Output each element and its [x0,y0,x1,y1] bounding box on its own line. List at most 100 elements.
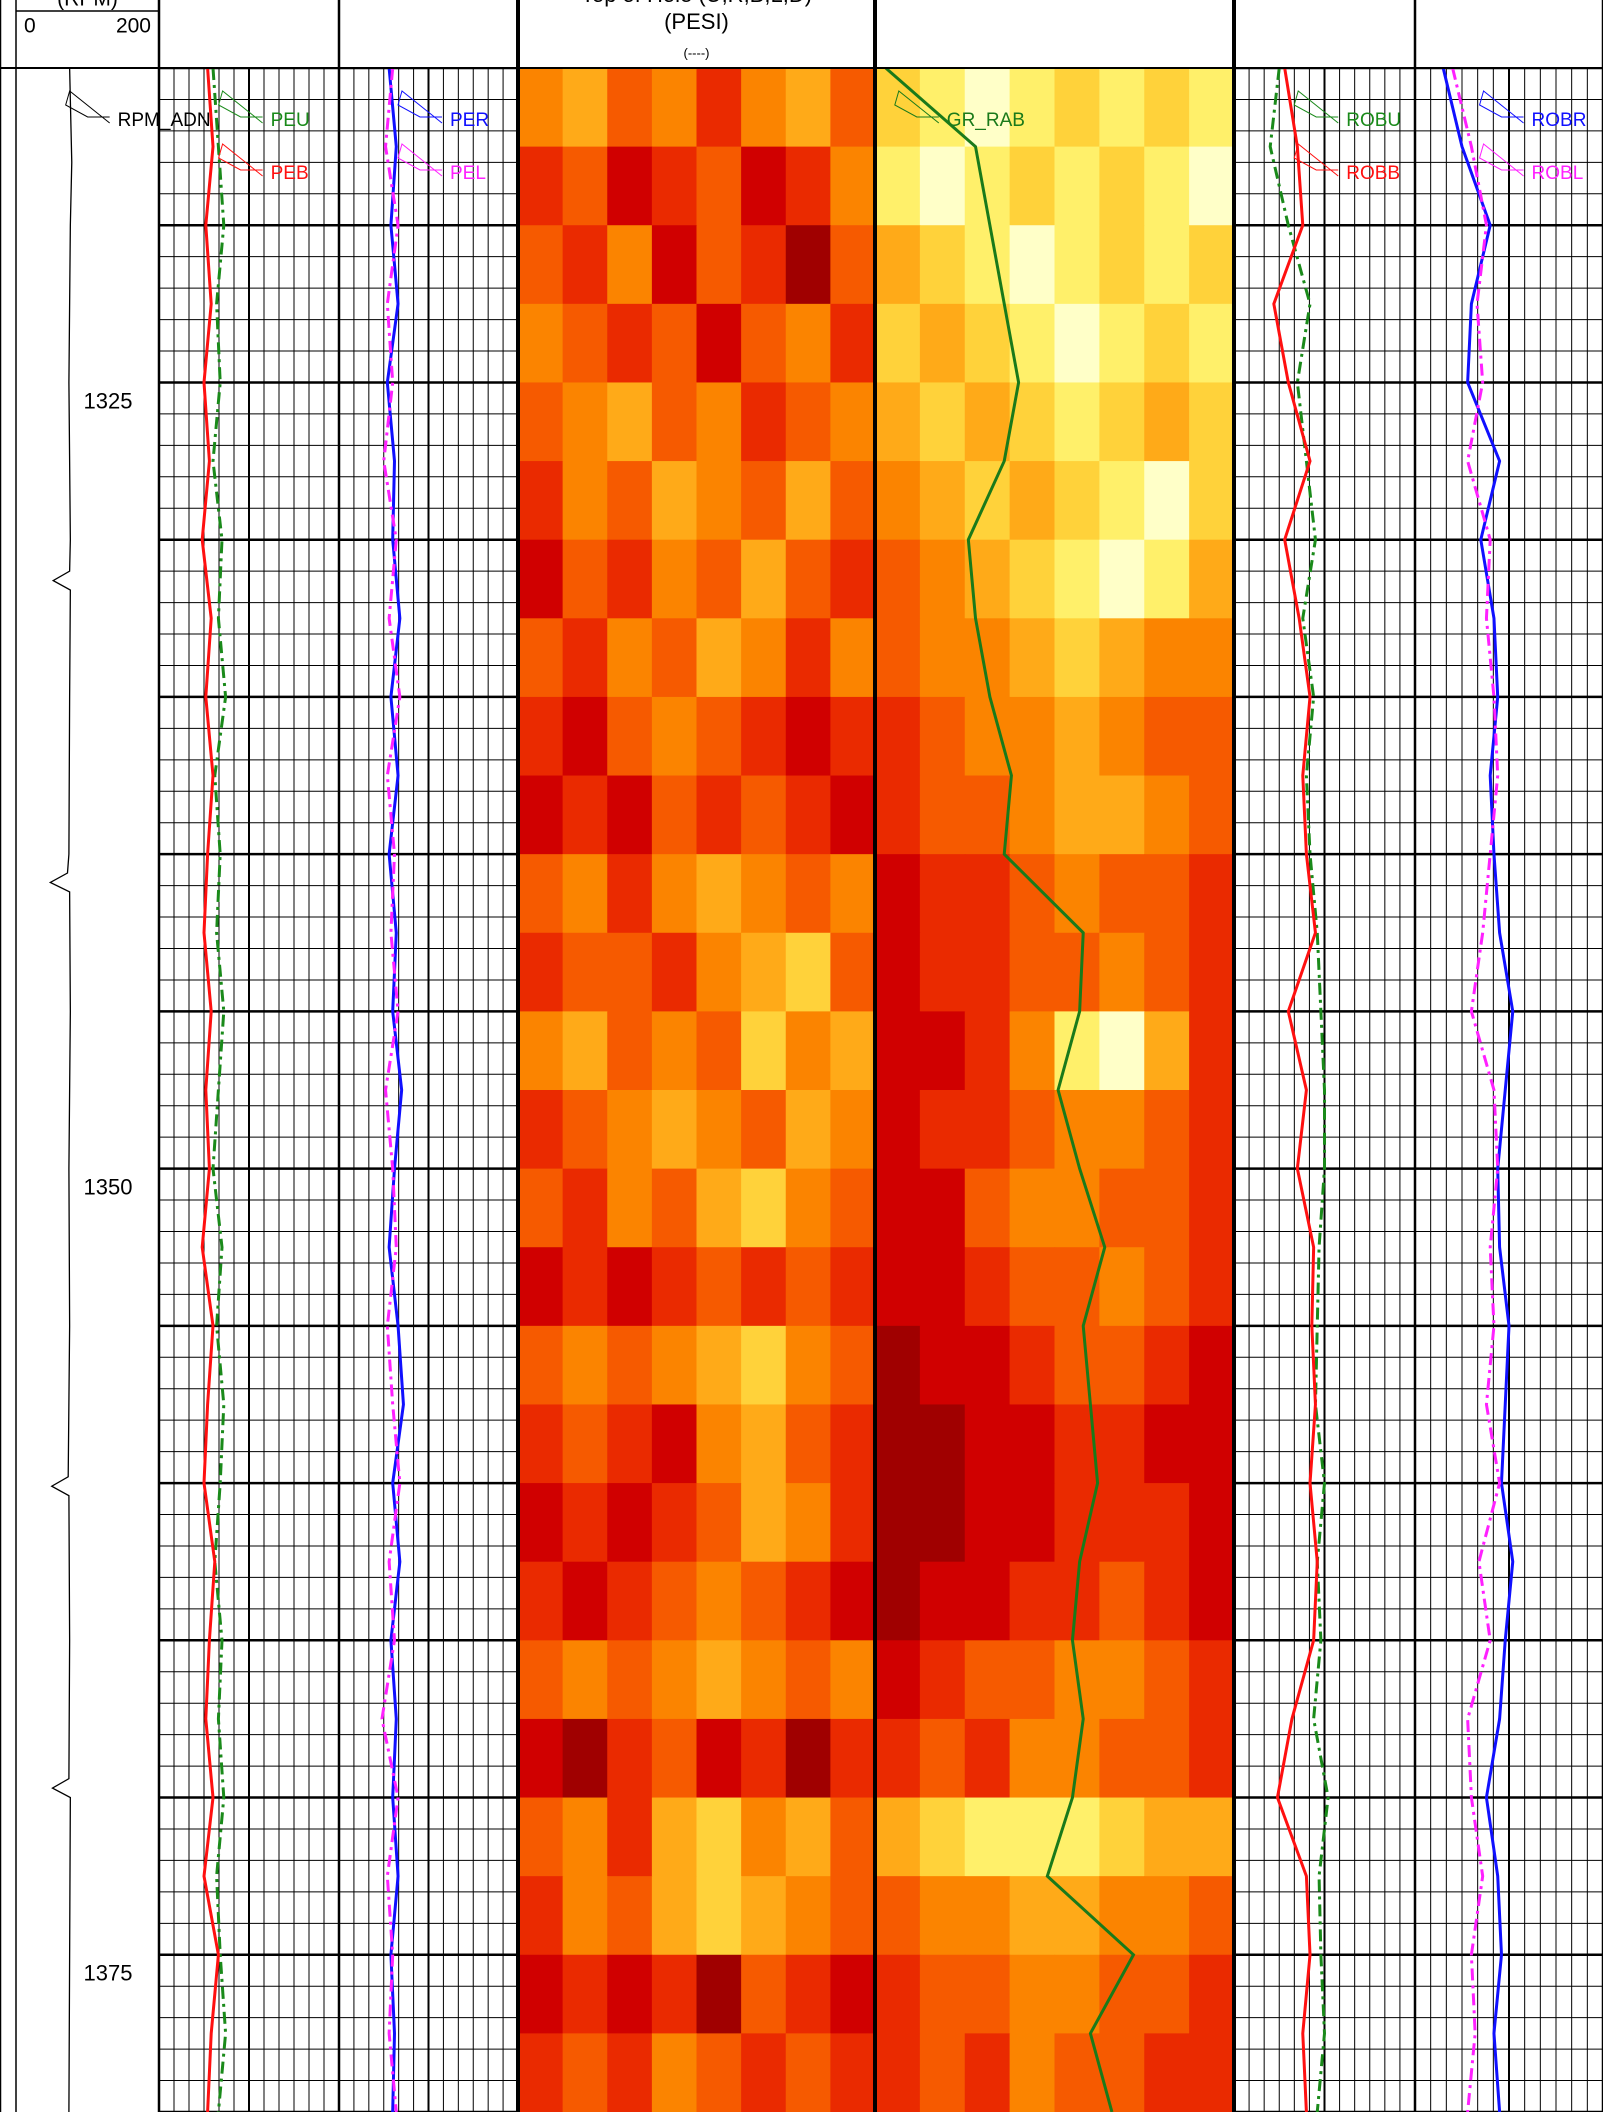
image-cell [785,1090,831,1170]
image-cell [785,1876,831,1956]
image-cell [1144,1404,1190,1484]
image-cell [964,1483,1011,1563]
image-cell [1009,1797,1056,1877]
image-cell [1099,1090,1145,1170]
image-cell [1054,775,1100,855]
image-cell [919,1483,966,1563]
image-cell [696,696,742,777]
image-cell [964,1404,1011,1484]
image-cell [741,1640,787,1720]
image-cell [562,1483,608,1563]
image-cell [562,696,608,777]
image-cell [651,1718,698,1799]
image-cell [875,1954,921,2034]
image-cell [830,539,875,619]
image-cell [518,1640,564,1720]
image-cell [919,303,966,384]
image-cell [919,696,966,777]
image-cell [518,1090,564,1170]
image-cell [919,1168,966,1248]
image-cell [651,1168,698,1248]
image-cell [1009,1247,1056,1327]
label-pointer [894,90,940,124]
image-cell [964,775,1011,855]
image-cell [1054,1325,1100,1406]
image-cell [830,775,875,855]
image-cell [1099,1247,1145,1327]
image-cell [785,696,831,777]
image-cell [607,2033,653,2112]
image-cell [1099,775,1145,855]
image-cell [1144,68,1190,148]
image-cell [1054,932,1100,1012]
image-cell [964,1954,1011,2034]
image-cell [651,854,698,934]
image-cell [919,225,966,305]
image-cell [518,854,564,934]
image-cell [830,1404,875,1484]
image-cell [607,461,653,541]
image-cell [830,461,875,541]
curve [385,68,405,2112]
label-pointer [1478,143,1524,177]
image-cell [919,1876,966,1956]
image-cell [1054,1797,1100,1877]
label-pointer [65,90,110,124]
image-cell [741,618,787,698]
image-cell [830,146,875,226]
image-cell [1189,1640,1234,1720]
image-cell [1144,225,1190,305]
image-cell [919,1561,966,1641]
image-cell [518,618,564,698]
image-cell [518,1011,564,1091]
image-cell [875,303,921,384]
image-cell [1054,618,1100,698]
image-cell [607,696,653,777]
image-cell [651,1011,698,1091]
image-cell [562,1797,608,1877]
image-cell [741,1954,787,2034]
curve-label: ROBL [1532,163,1584,184]
image-cell [830,854,875,934]
image-cell [830,1247,875,1327]
image-cell [875,696,921,777]
image-cell [830,1090,875,1170]
image-cell [1054,1483,1100,1563]
image-cell [1009,1404,1056,1484]
image-cell [919,1325,966,1406]
image-cell [651,539,698,619]
image-cell [1144,1640,1190,1720]
image-cell [830,303,875,384]
image-cell [741,696,787,777]
image-cell [785,2033,831,2112]
image-cell [607,1640,653,1720]
image-cell [830,618,875,698]
image-cell [1054,68,1100,148]
image-cell [919,539,966,619]
image-cell [651,1561,698,1641]
image-cell [875,225,921,305]
image-cell [1009,1090,1056,1170]
label-pointer [218,143,263,177]
image-cell [1099,1483,1145,1563]
image-cell [607,303,653,384]
image-cell [651,461,698,541]
image-cell [562,1404,608,1484]
image-cell [830,932,875,1012]
image-cell [651,696,698,777]
image-cell [964,1876,1011,1956]
image-cell [1099,225,1145,305]
image-cell [741,382,787,462]
image-cell [875,1640,921,1720]
image-cell [696,1090,742,1170]
image-cell [919,1797,966,1877]
image-cell [562,1247,608,1327]
image-cell [696,1404,742,1484]
image-cell [785,1404,831,1484]
label-pointer [1478,90,1524,124]
image-cell [562,932,608,1012]
image-cell [875,1325,921,1406]
image-cell [964,696,1011,777]
curve-label: ROBU [1346,110,1401,131]
